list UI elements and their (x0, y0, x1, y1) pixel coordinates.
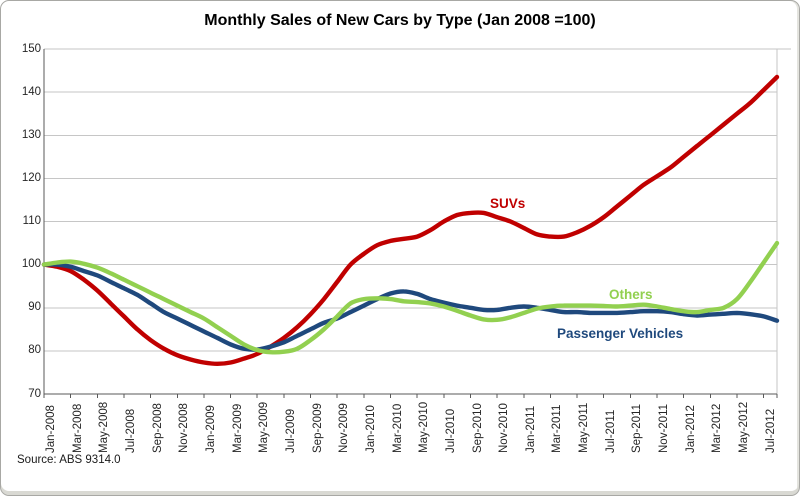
x-axis-label: Jul-2010 (444, 408, 457, 453)
y-axis-label: 70 (28, 387, 41, 400)
x-axis-label: Jan-2008 (45, 405, 57, 453)
series-label-suvs: SUVs (490, 196, 526, 211)
source-note: Source: ABS 9314.0 (17, 454, 121, 466)
y-axis-label: 120 (21, 171, 41, 184)
x-axis-label: Mar-2009 (231, 403, 244, 453)
x-axis-label: Jul-2011 (604, 409, 617, 453)
x-axis-label: May-2010 (418, 401, 431, 453)
y-axis-label: 90 (28, 301, 41, 314)
series-line-suvs (41, 74, 780, 366)
y-axis-label: 110 (22, 215, 41, 227)
x-axis-label: Mar-2008 (71, 403, 84, 453)
x-axis-label: Sep-2011 (631, 403, 644, 453)
series-line-passenger-vehicles (41, 262, 780, 352)
x-axis-label: Jul-2008 (125, 408, 137, 453)
x-axis-label: May-2009 (258, 401, 271, 453)
x-axis-label: Mar-2011 (551, 404, 564, 453)
x-axis-label: Sep-2010 (471, 403, 484, 453)
series-label-others: Others (609, 287, 653, 302)
x-axis-label: Nov-2008 (178, 403, 191, 453)
x-axis-label: Jul-2009 (284, 408, 297, 453)
x-axis-label: Nov-2010 (498, 403, 511, 453)
x-axis-label: May-2008 (98, 401, 111, 453)
x-axis-label: Nov-2009 (338, 403, 351, 453)
x-axis-label: Jan-2011 (524, 405, 537, 453)
x-axis-label: Sep-2009 (311, 403, 324, 453)
chart-title: Monthly Sales of New Cars by Type (Jan 2… (204, 12, 596, 29)
y-axis-label: 130 (21, 128, 41, 141)
y-axis-label: 140 (21, 85, 41, 98)
x-axis-label: Nov-2011 (658, 403, 671, 453)
x-axis-label: Sep-2008 (151, 403, 164, 453)
x-axis-label: May-2011 (578, 402, 591, 453)
y-axis-label: 150 (21, 42, 41, 55)
x-axis-label: Mar-2012 (711, 403, 724, 453)
y-axis-label: 80 (28, 344, 41, 357)
x-axis-label: May-2012 (738, 401, 750, 453)
x-axis-label: Jan-2009 (204, 405, 217, 453)
x-axis-label: Jul-2012 (764, 408, 777, 453)
x-axis-label: Jan-2012 (684, 405, 697, 453)
x-axis-label: Mar-2010 (391, 403, 404, 453)
y-axis-label: 100 (21, 258, 41, 271)
x-axis-label: Jan-2010 (364, 405, 377, 453)
series-label-passenger-vehicles: Passenger Vehicles (557, 326, 684, 341)
series-line-others (41, 240, 780, 355)
